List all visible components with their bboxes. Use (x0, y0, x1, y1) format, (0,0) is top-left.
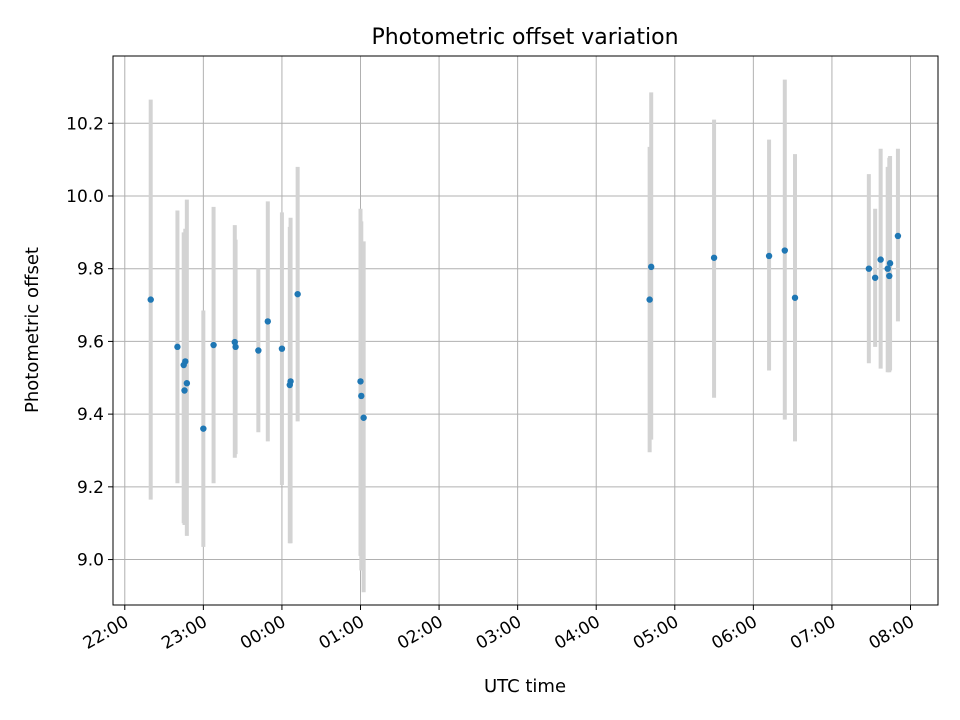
data-point (264, 318, 271, 325)
x-axis-label: UTC time (484, 676, 566, 697)
data-point (210, 341, 217, 349)
data-point (781, 247, 788, 254)
data-point (181, 387, 188, 394)
data-point (357, 378, 364, 385)
data-point (278, 345, 286, 352)
y-tick-label: 9.6 (77, 332, 104, 352)
grid (113, 56, 938, 605)
data-point (182, 358, 189, 365)
plot-frame (112, 55, 939, 606)
data-point (200, 425, 207, 432)
y-tick-label: 10.0 (66, 187, 104, 207)
data-point (877, 256, 884, 263)
data-points (147, 232, 902, 432)
data-point (646, 296, 653, 303)
data-point (294, 290, 301, 298)
data-point (232, 343, 239, 351)
data-point (358, 392, 365, 400)
data-point (894, 232, 902, 240)
y-tick-label: 10.2 (66, 114, 104, 134)
data-point (871, 274, 879, 281)
data-point (886, 260, 894, 267)
y-tick-label: 9.2 (77, 478, 104, 498)
data-point (231, 338, 238, 346)
data-point (648, 263, 655, 271)
data-point (255, 347, 262, 354)
y-axis-label: Photometric offset (22, 247, 43, 413)
y-axis-ticks: 9.0 9.2 9.4 9.6 9.8 10.0 10.2 (66, 114, 113, 571)
y-tick-label: 9.8 (77, 260, 104, 280)
chart-title: Photometric offset variation (371, 25, 678, 50)
data-point (710, 254, 718, 261)
data-point (865, 265, 873, 272)
data-point (765, 252, 773, 260)
data-point (147, 296, 154, 303)
data-point (360, 414, 367, 421)
y-tick-label: 9.4 (77, 405, 104, 425)
y-tick-label: 9.0 (77, 551, 104, 571)
data-point (183, 380, 191, 387)
data-point (791, 294, 799, 301)
data-point (174, 343, 181, 351)
data-point (287, 378, 294, 385)
data-point (884, 265, 891, 272)
data-point (886, 272, 893, 280)
